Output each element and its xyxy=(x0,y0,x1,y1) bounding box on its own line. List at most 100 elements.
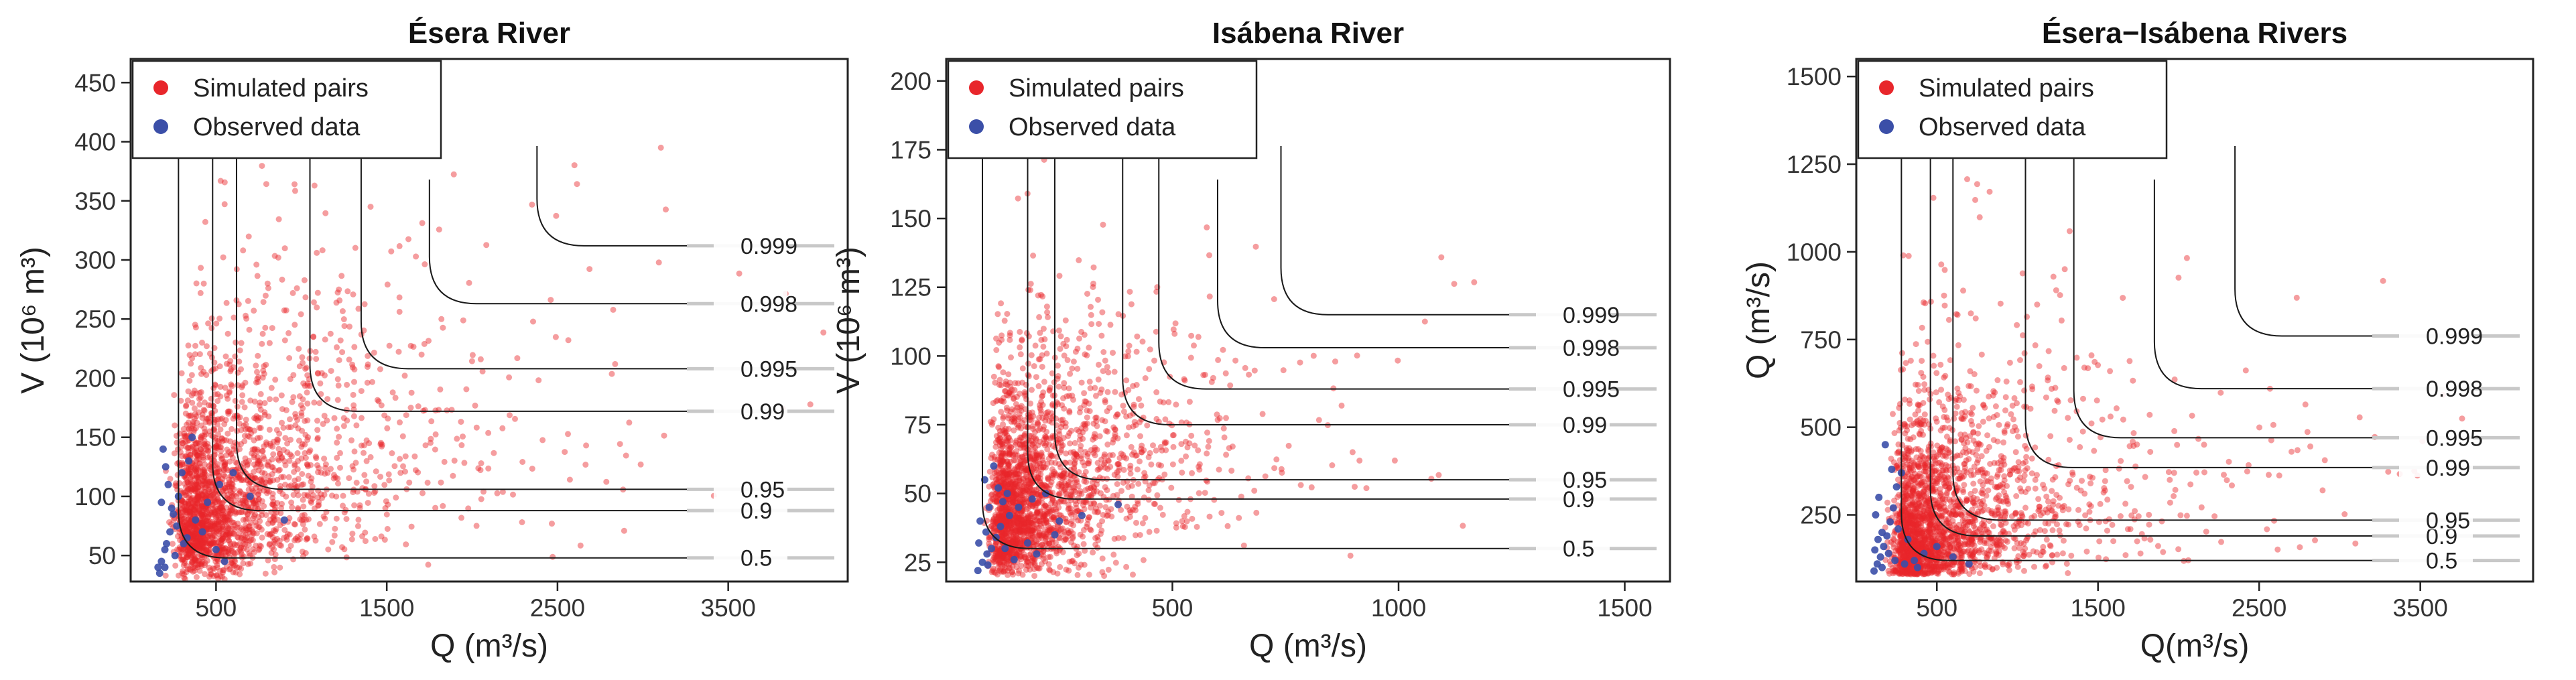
simulated-point xyxy=(989,518,996,525)
simulated-point xyxy=(990,524,997,531)
simulated-point xyxy=(228,496,235,503)
observed-data-series xyxy=(154,433,288,577)
simulated-point xyxy=(1007,551,1014,557)
simulated-point xyxy=(1050,514,1057,521)
simulated-point xyxy=(202,571,208,577)
simulated-point xyxy=(204,492,211,499)
simulated-point xyxy=(1192,442,1198,449)
simulated-point xyxy=(185,448,192,455)
simulated-point xyxy=(279,500,285,507)
simulated-point xyxy=(2274,546,2281,553)
simulated-point xyxy=(1142,375,1149,381)
simulated-point xyxy=(383,498,389,504)
observed-point xyxy=(1003,490,1011,498)
simulated-point xyxy=(201,544,208,551)
simulated-point xyxy=(187,470,193,477)
simulated-point xyxy=(194,500,201,506)
simulated-point xyxy=(197,520,204,527)
simulated-point xyxy=(185,547,192,554)
simulated-point xyxy=(198,389,204,395)
simulated-point xyxy=(259,534,265,541)
simulated-point xyxy=(539,437,546,444)
simulated-point xyxy=(1090,549,1096,556)
simulated-point xyxy=(211,565,218,572)
simulated-point xyxy=(189,522,196,529)
simulated-point xyxy=(483,242,490,249)
simulated-point xyxy=(1060,498,1067,504)
simulated-point xyxy=(200,539,207,546)
simulated-point xyxy=(245,541,252,548)
simulated-point xyxy=(381,537,388,543)
simulated-point xyxy=(1127,466,1134,472)
simulated-point xyxy=(287,416,293,423)
simulated-point xyxy=(197,537,204,543)
simulated-point xyxy=(238,535,245,541)
simulated-point xyxy=(993,498,1000,505)
simulated-point xyxy=(1204,450,1210,457)
simulated-point xyxy=(1038,291,1044,298)
simulated-point xyxy=(1216,466,1222,473)
simulated-point xyxy=(1104,476,1110,482)
simulated-point xyxy=(194,419,200,426)
simulated-point xyxy=(1218,510,1225,517)
simulated-point xyxy=(324,396,331,403)
simulated-point xyxy=(180,426,187,432)
observed-point xyxy=(180,540,188,547)
simulated-point xyxy=(232,558,239,565)
simulated-point xyxy=(206,466,213,472)
simulated-point xyxy=(196,508,202,515)
simulated-point xyxy=(204,517,210,524)
simulated-point xyxy=(992,553,999,559)
simulated-point xyxy=(183,527,190,533)
simulated-point xyxy=(238,545,245,551)
simulated-point xyxy=(194,456,200,463)
simulated-point xyxy=(184,479,191,486)
simulated-point xyxy=(227,458,233,465)
simulated-point xyxy=(244,515,251,522)
simulated-point xyxy=(1297,359,1303,366)
simulated-point xyxy=(247,520,254,526)
simulated-point xyxy=(988,421,995,428)
simulated-point xyxy=(187,524,194,531)
x-tick-label: 2500 xyxy=(530,594,585,622)
simulated-point xyxy=(1057,417,1064,423)
simulated-point xyxy=(198,513,205,519)
simulated-point xyxy=(208,571,214,577)
simulated-point xyxy=(210,573,217,580)
simulated-point xyxy=(312,348,319,355)
simulated-point xyxy=(389,389,396,396)
simulated-point xyxy=(198,265,204,271)
simulated-point xyxy=(1021,441,1028,448)
simulated-point xyxy=(194,474,200,480)
simulated-point xyxy=(253,530,260,537)
simulated-point xyxy=(1043,303,1050,310)
simulated-point xyxy=(251,437,257,444)
simulated-point xyxy=(188,504,194,511)
simulated-point xyxy=(192,342,198,349)
simulated-point xyxy=(210,427,217,433)
simulated-point xyxy=(186,524,193,531)
simulated-point xyxy=(255,374,262,381)
simulated-point xyxy=(372,536,379,542)
simulated-point xyxy=(201,407,208,414)
simulated-point xyxy=(1028,528,1035,535)
simulated-point xyxy=(1259,411,1266,417)
simulated-point xyxy=(184,521,190,528)
simulated-point xyxy=(200,478,207,484)
simulated-point xyxy=(242,537,249,543)
simulated-point xyxy=(990,525,996,531)
simulated-point xyxy=(236,358,243,365)
simulated-point xyxy=(309,483,316,490)
simulated-point xyxy=(352,460,359,466)
simulated-point xyxy=(248,537,255,543)
simulated-point xyxy=(202,478,208,484)
simulated-point xyxy=(1104,389,1111,395)
simulated-point xyxy=(244,546,251,553)
observed-point xyxy=(161,545,169,553)
simulated-point xyxy=(198,511,204,517)
simulated-point xyxy=(188,464,194,470)
simulated-point xyxy=(201,488,207,495)
simulated-point xyxy=(186,519,192,526)
simulated-point xyxy=(196,506,202,513)
